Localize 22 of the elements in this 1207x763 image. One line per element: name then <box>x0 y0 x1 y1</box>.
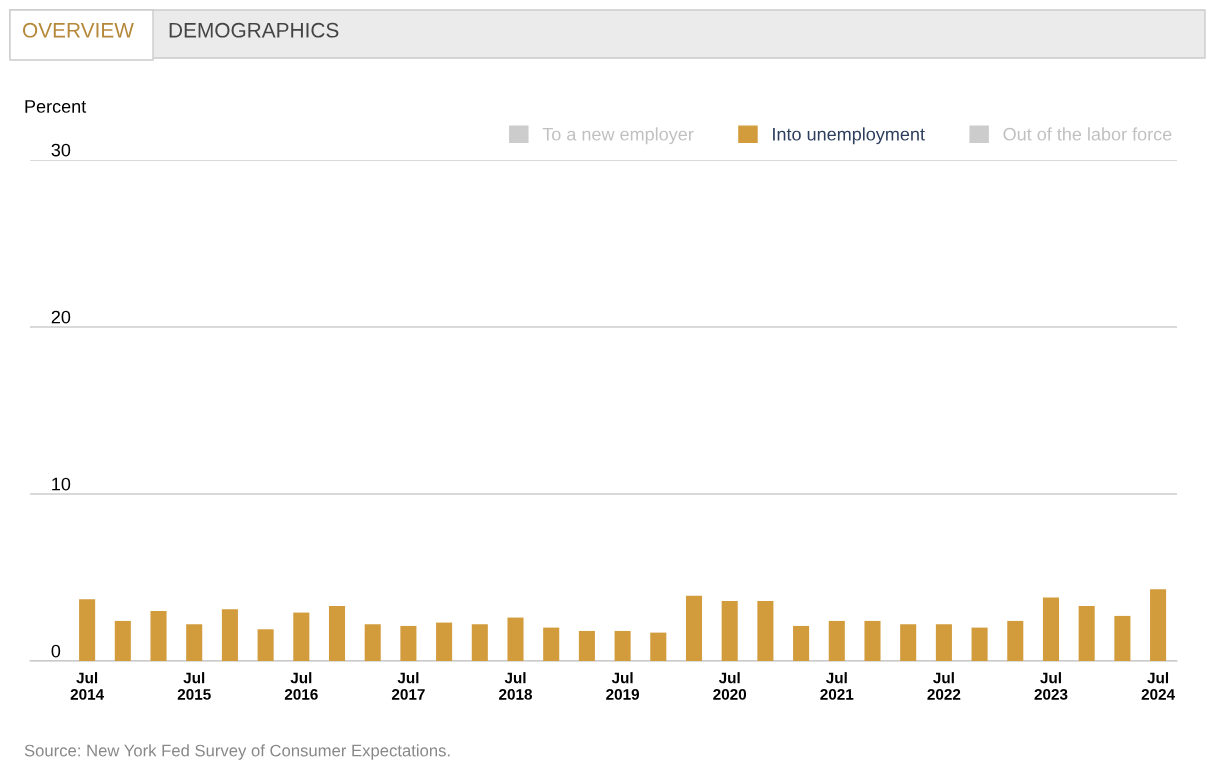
y-tick-label: 0 <box>51 644 61 658</box>
text: OVERVIEW <box>22 22 134 38</box>
x-tick-label: Jul 2018 <box>499 672 533 700</box>
y-tick-label: 30 <box>51 143 71 157</box>
text: DEMOGRAPHICS <box>169 22 339 38</box>
x-tick-label: Jul 2019 <box>606 672 640 700</box>
x-tick-label: Jul 2024 <box>1141 672 1175 700</box>
legend-label: Out of the labor force <box>1003 127 1172 141</box>
legend-label: Into unemployment <box>773 127 925 145</box>
x-tick-label: Jul 2016 <box>284 672 318 700</box>
y-tick-label: 10 <box>52 477 71 491</box>
y-axis-title: Percent <box>25 100 87 113</box>
legend-label: To a new employer <box>542 127 694 145</box>
x-tick-label: Jul 2017 <box>391 672 425 700</box>
x-tick-label: Jul 2021 <box>820 672 854 700</box>
y-tick-label: 20 <box>51 310 71 324</box>
x-tick-label: Jul 2023 <box>1034 672 1068 700</box>
x-tick-label: Jul 2022 <box>927 672 961 700</box>
source-note: Source: New York Fed Survey of Consumer Expectations. <box>24 744 450 760</box>
x-tick-label: Jul 2015 <box>177 672 211 700</box>
x-tick-label: Jul 2020 <box>713 672 747 700</box>
x-tick-label: Jul 2014 <box>70 672 105 700</box>
